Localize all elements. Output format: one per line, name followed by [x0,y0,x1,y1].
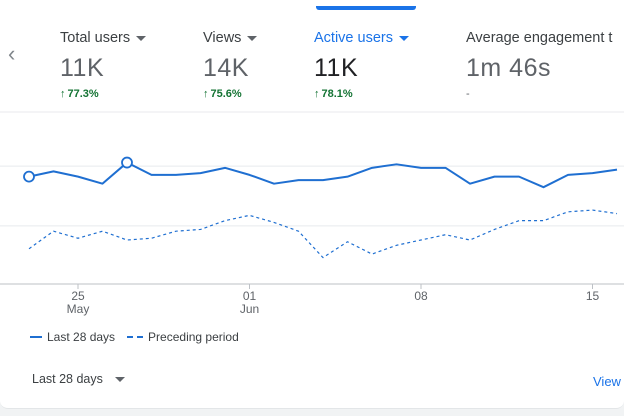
metric-change: - [466,88,470,100]
caret-down-icon[interactable] [247,35,258,41]
legend-swatch-dashed [127,336,144,338]
metric-value: 11K [60,54,105,82]
metric-label: Views [203,30,242,46]
arrow-up-icon: ↑ [314,88,320,100]
legend-item-current: Last 28 days [30,330,115,344]
chart-legend: Last 28 days Preceding period [30,330,239,344]
metric-total-users[interactable]: Total users 11K ↑ 77.3% [60,30,147,100]
chevron-left-icon[interactable]: ‹ [8,41,16,66]
caret-down-icon[interactable] [398,35,409,41]
metric-label: Total users [60,30,131,46]
legend-label: Preceding period [148,330,239,344]
metric-average-engagement[interactable]: Average engagement t 1m 46s - [466,30,612,100]
metric-change-value: 78.1% [321,88,353,100]
metric-active-users[interactable]: Active users 11K ↑ 78.1% [314,30,409,100]
view-report-link[interactable]: View [593,374,621,389]
x-tick-sublabel: Jun [240,302,259,316]
legend-item-previous: Preceding period [127,330,239,344]
x-tick-sublabel: May [67,302,90,316]
arrow-up-icon: ↑ [60,88,66,100]
caret-down-icon [114,376,125,382]
data-point-marker [23,170,35,183]
x-tick-label: 01 [243,289,257,303]
metric-change: ↑ 78.1% [314,88,409,100]
metric-value: 1m 46s [466,54,551,82]
metric-change: ↑ 75.6% [203,88,257,100]
metric-change-value: 77.3% [67,88,99,100]
metric-label: Average engagement t [466,30,613,46]
metric-change-value: 75.6% [210,88,242,100]
date-range-label: Last 28 days [32,372,103,386]
metric-label: Active users [314,30,393,46]
legend-swatch-solid [30,336,42,338]
metric-header: Total users [60,30,147,46]
metric-views[interactable]: Views 14K ↑ 75.6% [203,30,258,100]
data-point-marker [121,156,133,169]
metric-header: Active users [314,30,409,46]
arrow-up-icon: ↑ [203,88,209,100]
legend-label: Last 28 days [47,330,116,344]
series-line-preceding [28,209,618,259]
x-tick-label: 08 [414,289,428,303]
x-tick-label: 25 [71,289,85,303]
metric-header: Views [203,30,258,46]
metric-change: ↑ 77.3% [60,88,146,100]
metric-header: Average engagement t [466,30,612,46]
metric-value: 11K [314,54,359,82]
caret-down-icon[interactable] [136,35,147,41]
tab-indicator [316,6,416,10]
x-tick-label: 15 [586,289,600,303]
metric-value: 14K [203,54,249,82]
date-range-dropdown[interactable]: Last 28 days [32,372,125,386]
